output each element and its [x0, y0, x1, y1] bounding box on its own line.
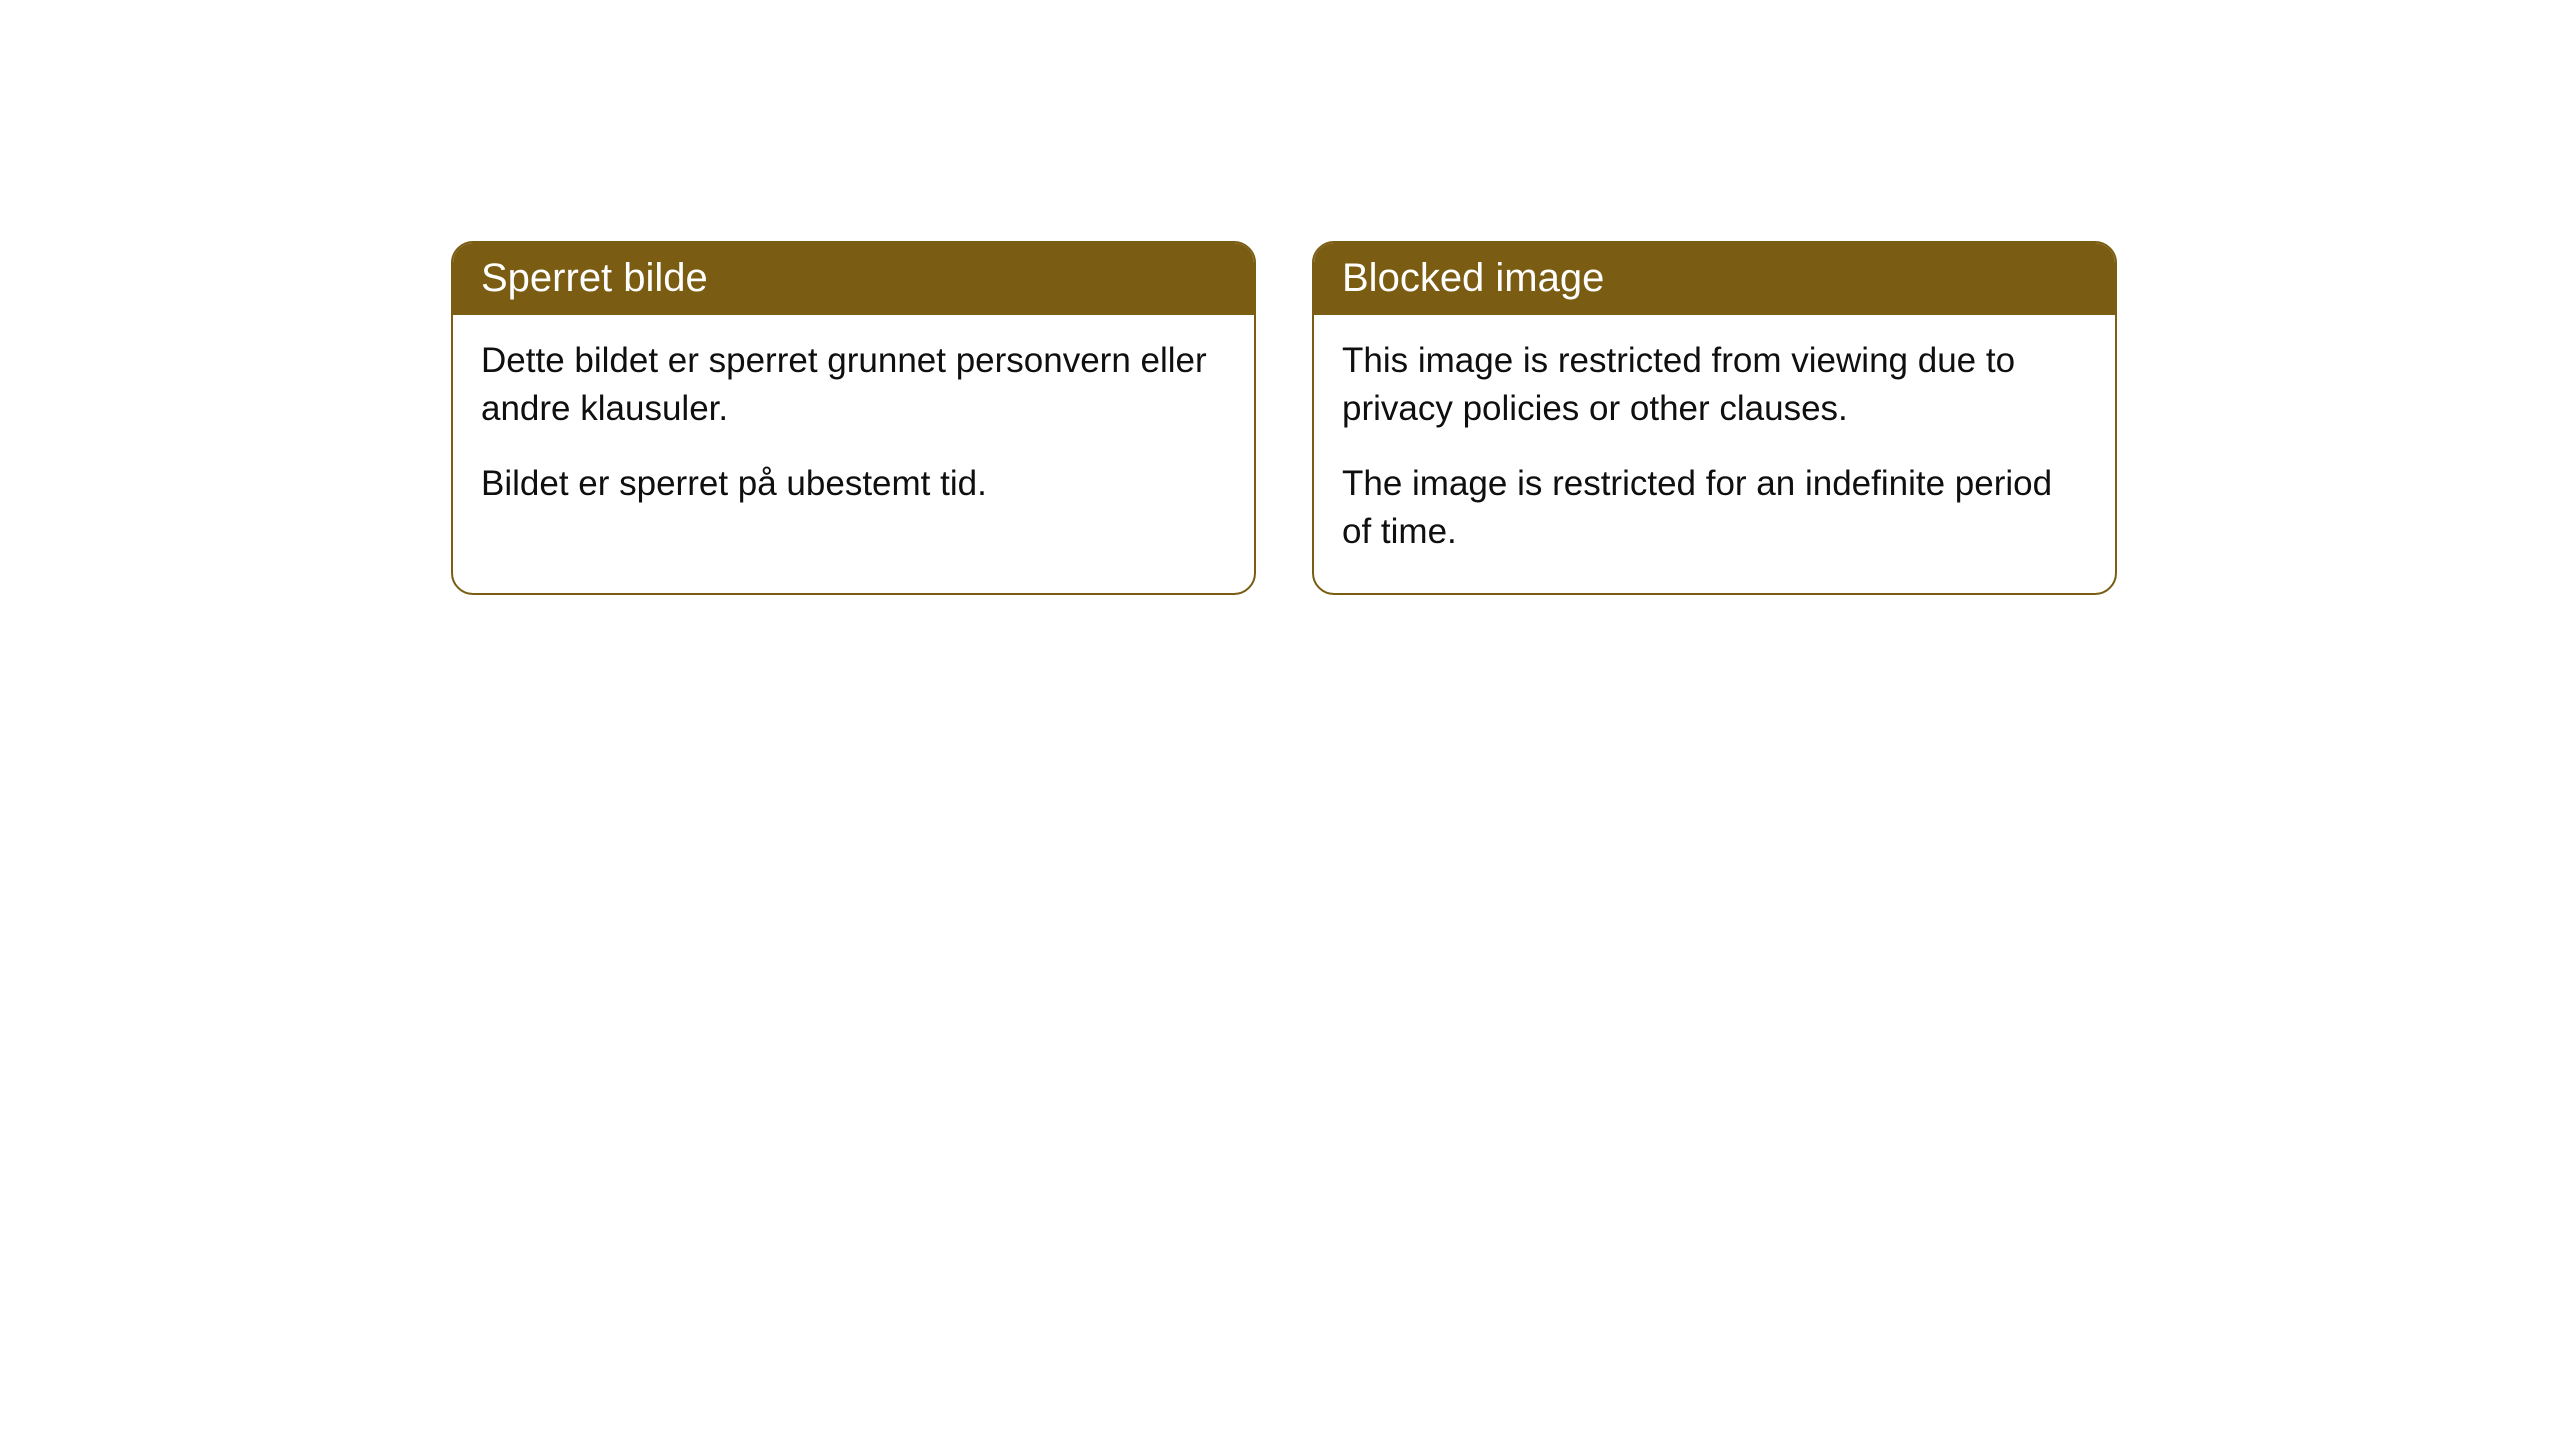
notice-cards-container: Sperret bilde Dette bildet er sperret gr… [451, 241, 2117, 595]
card-paragraph: This image is restricted from viewing du… [1342, 337, 2087, 432]
blocked-image-card-no: Sperret bilde Dette bildet er sperret gr… [451, 241, 1256, 595]
card-body: This image is restricted from viewing du… [1314, 315, 2115, 593]
card-paragraph: Dette bildet er sperret grunnet personve… [481, 337, 1226, 432]
card-header: Sperret bilde [453, 243, 1254, 315]
card-body: Dette bildet er sperret grunnet personve… [453, 315, 1254, 546]
card-header: Blocked image [1314, 243, 2115, 315]
card-paragraph: Bildet er sperret på ubestemt tid. [481, 460, 1226, 508]
card-paragraph: The image is restricted for an indefinit… [1342, 460, 2087, 555]
blocked-image-card-en: Blocked image This image is restricted f… [1312, 241, 2117, 595]
